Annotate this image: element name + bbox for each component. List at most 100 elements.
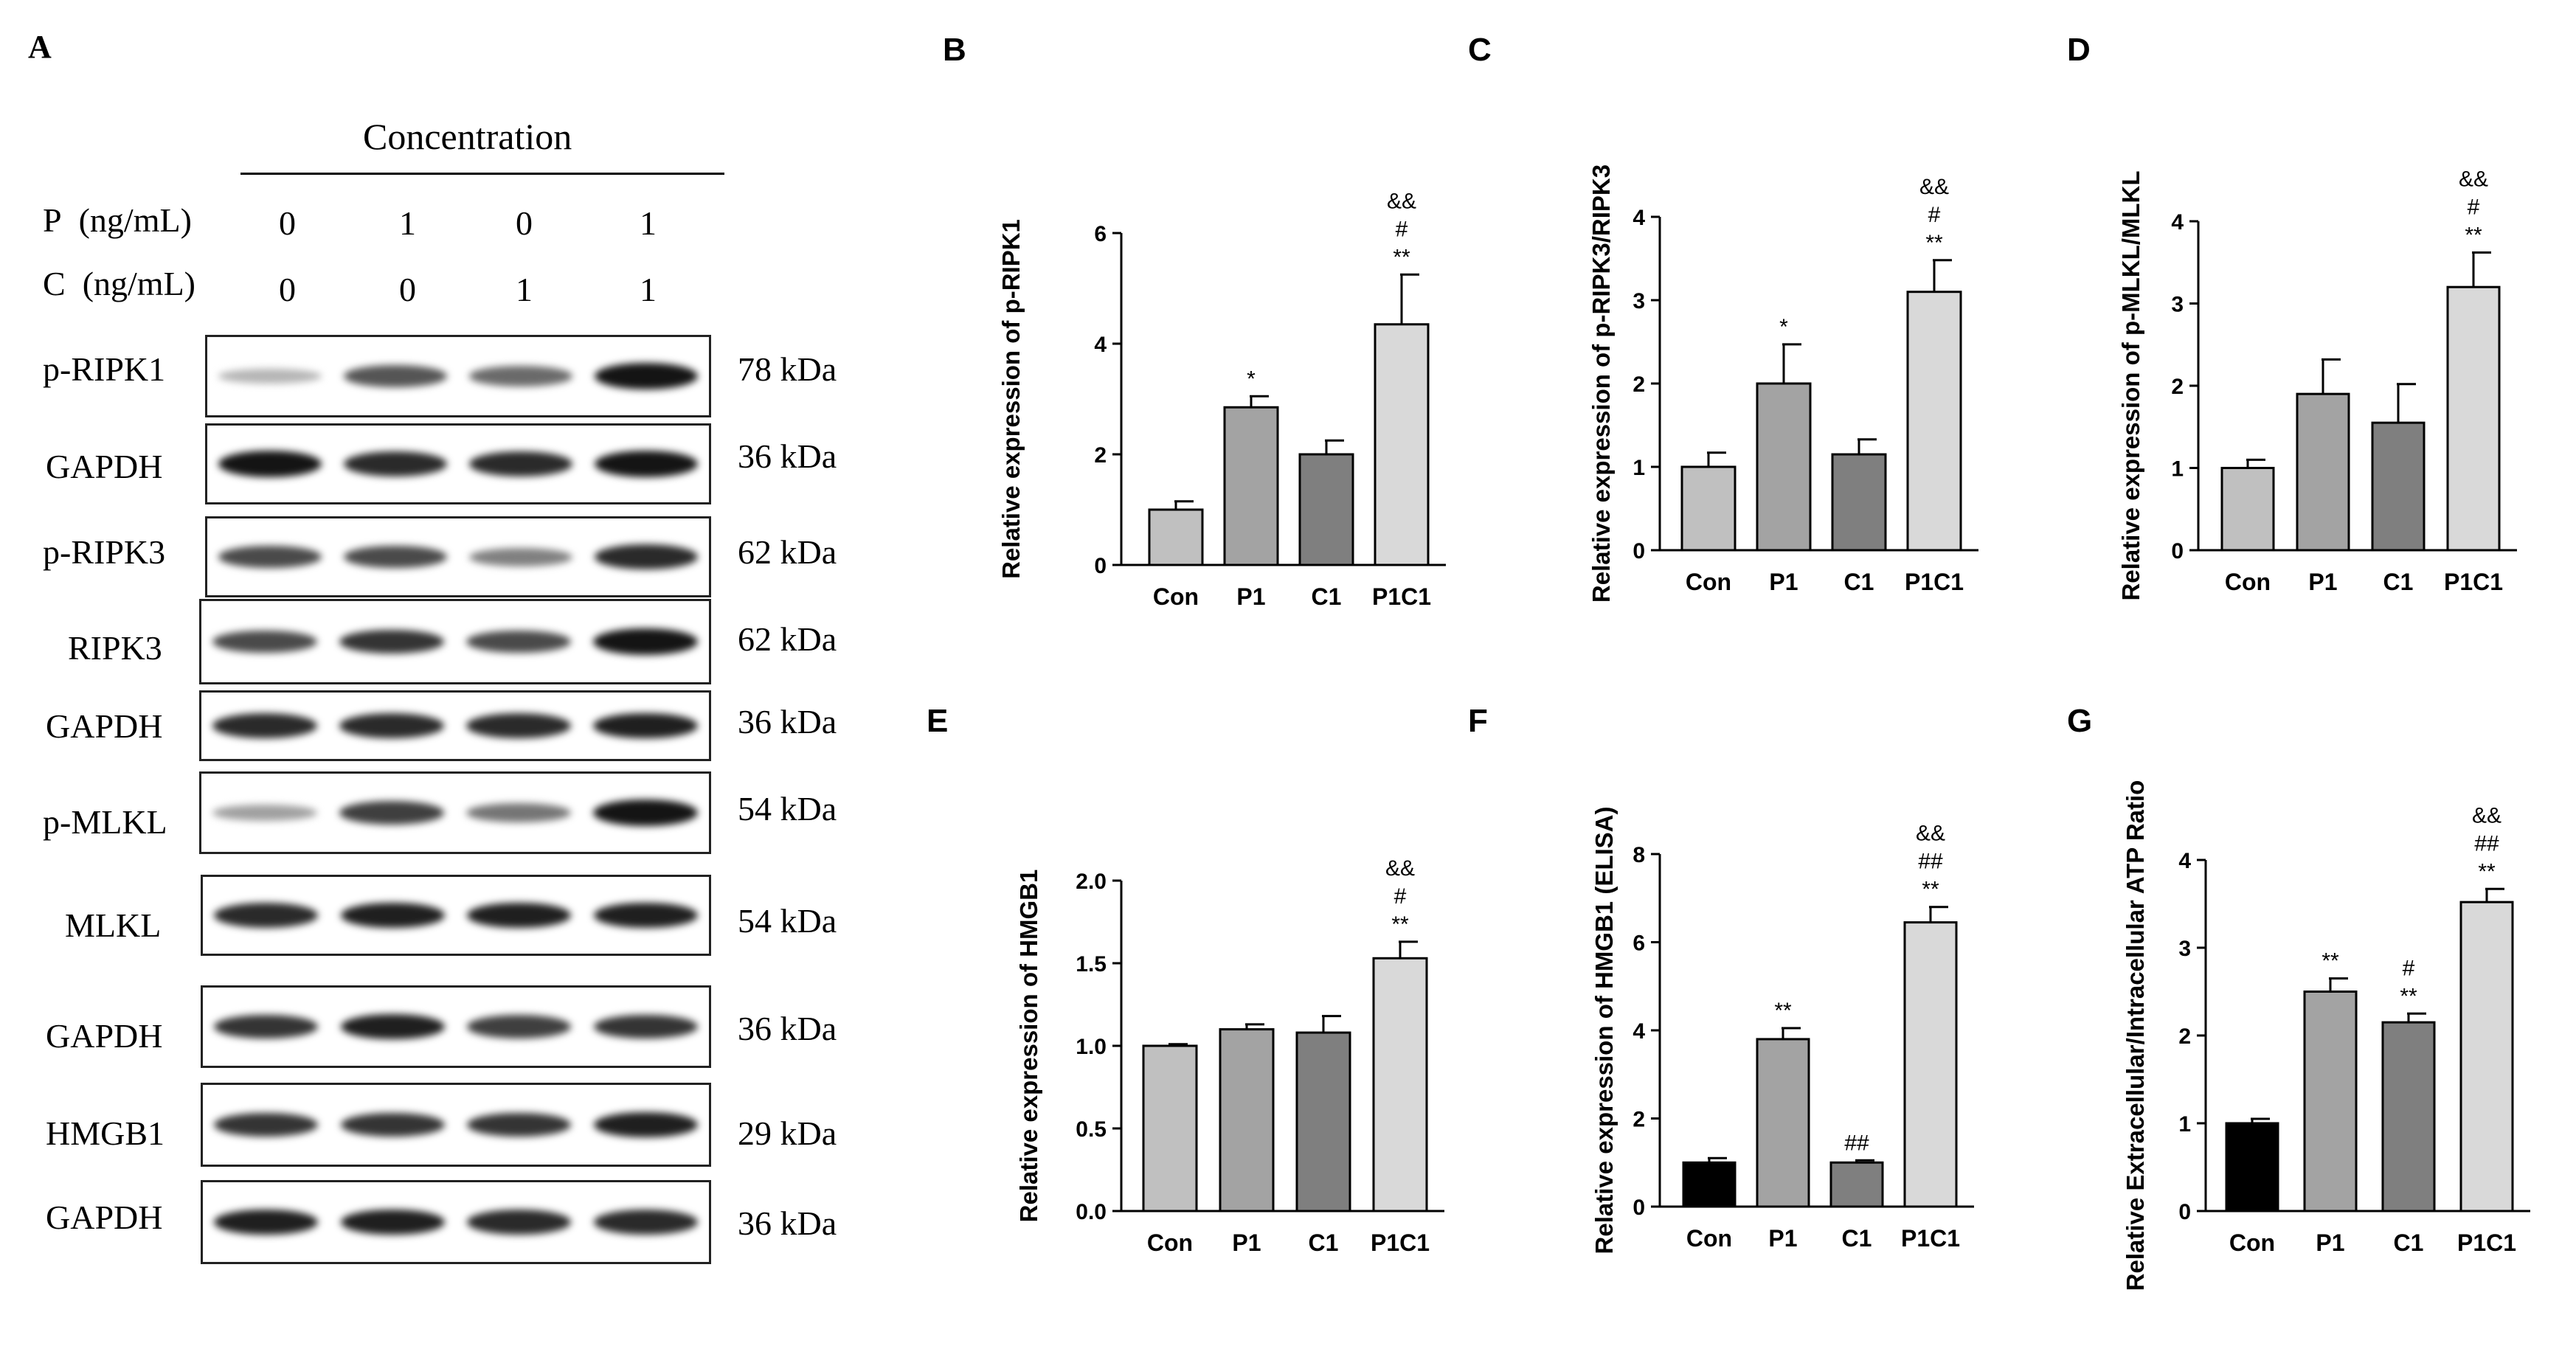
kda-p-mlkl: 54 kDa bbox=[738, 790, 837, 828]
bar bbox=[1223, 406, 1279, 566]
blot-band bbox=[595, 363, 698, 389]
y-axis-label: Relative expression of HMGB1 (ELISA) bbox=[1590, 807, 1618, 1255]
blot-band bbox=[214, 1209, 319, 1235]
p-unit: (ng/mL) bbox=[78, 201, 192, 239]
bar bbox=[1682, 1161, 1737, 1208]
y-tick-label: 1 bbox=[2171, 457, 2184, 482]
bar bbox=[1142, 1044, 1198, 1213]
significance-marker: ## bbox=[1844, 1131, 1869, 1155]
blot-label-hmgb1: HMGB1 bbox=[46, 1114, 165, 1152]
x-tick-label: C1 bbox=[1309, 1229, 1339, 1256]
kda-gapdh-2: 36 kDa bbox=[738, 703, 837, 740]
y-tick-label: 0.5 bbox=[1076, 1117, 1107, 1142]
blot-band bbox=[340, 1112, 445, 1137]
x-tick-label: P1C1 bbox=[1371, 1229, 1430, 1256]
blot-hmgb1 bbox=[201, 1083, 711, 1167]
significance-marker: ** bbox=[2400, 984, 2417, 1008]
y-tick-label: 2.0 bbox=[1076, 870, 1107, 894]
blot-band bbox=[466, 802, 571, 823]
chart-panel-g: G 0 1 2 3 4 Relative Extracellular/Intracellul… bbox=[2067, 703, 2530, 1291]
blot-band bbox=[466, 713, 571, 738]
blot-label-mlkl: MLKL bbox=[65, 906, 162, 944]
c-label: C bbox=[43, 265, 66, 302]
y-tick-label: 0 bbox=[2171, 539, 2184, 563]
p-value-4: 1 bbox=[640, 204, 657, 242]
p-label: P bbox=[43, 201, 62, 239]
x-tick-label: C1 bbox=[1844, 569, 1874, 595]
y-tick-label: 4 bbox=[1632, 206, 1645, 230]
blot-label-p-mlkl: p-MLKL bbox=[43, 803, 167, 841]
bar bbox=[2296, 392, 2350, 552]
blot-band bbox=[344, 545, 447, 569]
blot-label-gapdh-4: GAPDH bbox=[46, 1198, 163, 1236]
x-tick-label: P1C1 bbox=[1905, 569, 1964, 595]
blot-band bbox=[593, 1210, 698, 1235]
y-tick-label: 2 bbox=[2171, 375, 2184, 399]
blot-p-ripk1 bbox=[205, 335, 711, 417]
bar bbox=[1148, 508, 1204, 566]
y-tick-label: 0 bbox=[1632, 1196, 1645, 1220]
x-tick-label: P1C1 bbox=[2457, 1229, 2516, 1256]
significance-marker: ** bbox=[1922, 878, 1939, 902]
p-value-2: 1 bbox=[399, 204, 416, 242]
bar bbox=[1829, 1161, 1884, 1208]
y-axis-label: Relative expression of HMGB1 bbox=[1015, 870, 1042, 1223]
blot-band bbox=[467, 1015, 572, 1038]
blot-band bbox=[467, 1112, 572, 1137]
blot-label-p-ripk3: p-RIPK3 bbox=[43, 533, 166, 571]
kda-gapdh-4: 36 kDa bbox=[738, 1204, 837, 1242]
x-tick-label: P1 bbox=[2308, 569, 2337, 595]
bar bbox=[1756, 382, 1812, 552]
panel-letter-f: F bbox=[1468, 703, 1488, 739]
x-tick-label: Con bbox=[1686, 569, 1731, 595]
blot-band bbox=[218, 545, 322, 569]
kda-gapdh-3: 36 kDa bbox=[738, 1010, 837, 1047]
blot-band bbox=[593, 712, 698, 739]
western-blot-panel: A Concentration P (ng/mL) C (ng/mL) 0 1 … bbox=[0, 0, 915, 1346]
blot-band bbox=[212, 805, 317, 821]
y-tick-label: 8 bbox=[1632, 843, 1645, 867]
significance-marker: ## bbox=[1918, 850, 1943, 874]
blot-band bbox=[593, 799, 698, 826]
panel-letter-e: E bbox=[927, 703, 948, 739]
significance-marker: # bbox=[2403, 956, 2415, 980]
chart-panel-e: E 0.0 0.5 1.0 1.5 2.0 Relative expression of H… bbox=[927, 703, 1444, 1256]
y-tick-label: 3 bbox=[1632, 289, 1645, 313]
significance-marker: ** bbox=[2465, 223, 2482, 247]
blot-band bbox=[469, 547, 572, 566]
bar bbox=[1295, 1031, 1351, 1213]
bar bbox=[2371, 421, 2426, 552]
blot-band bbox=[218, 369, 322, 384]
blot-mlkl bbox=[201, 875, 711, 956]
significance-marker: && bbox=[1385, 856, 1415, 881]
c-value-3: 1 bbox=[516, 271, 533, 308]
kda-hmgb1: 29 kDa bbox=[738, 1114, 837, 1152]
significance-marker: # bbox=[1394, 884, 1407, 909]
significance-marker: # bbox=[1928, 203, 1941, 227]
blot-band bbox=[214, 903, 319, 928]
significance-marker: # bbox=[2468, 195, 2480, 219]
blot-gapdh-2 bbox=[199, 690, 711, 761]
blot-band bbox=[218, 451, 322, 477]
significance-marker: ** bbox=[2478, 859, 2496, 884]
y-tick-label: 6 bbox=[1632, 932, 1645, 956]
y-tick-label: 2 bbox=[1632, 372, 1645, 397]
p-value-1: 0 bbox=[279, 204, 296, 242]
x-tick-label: P1 bbox=[1236, 583, 1265, 610]
kda-ripk3: 62 kDa bbox=[738, 620, 837, 658]
y-tick-label: 4 bbox=[1094, 333, 1107, 357]
significance-marker: ** bbox=[1774, 999, 1792, 1023]
x-tick-label: P1C1 bbox=[1372, 583, 1431, 610]
blot-band bbox=[593, 902, 698, 929]
y-tick-label: 4 bbox=[1632, 1019, 1645, 1044]
y-tick-label: 0 bbox=[1632, 539, 1645, 563]
blot-band bbox=[593, 1014, 698, 1039]
kda-p-ripk3: 62 kDa bbox=[738, 533, 837, 571]
panel-letter-c: C bbox=[1468, 32, 1492, 68]
blot-gapdh-1 bbox=[205, 423, 711, 504]
x-tick-label: Con bbox=[1147, 1229, 1193, 1256]
bar bbox=[1903, 921, 1958, 1208]
chart-panel-c: C 0 1 2 3 4 Relative expression of p-RIPK3/RIP… bbox=[1468, 32, 1978, 603]
bar bbox=[2303, 991, 2358, 1213]
blot-band bbox=[467, 1210, 572, 1235]
